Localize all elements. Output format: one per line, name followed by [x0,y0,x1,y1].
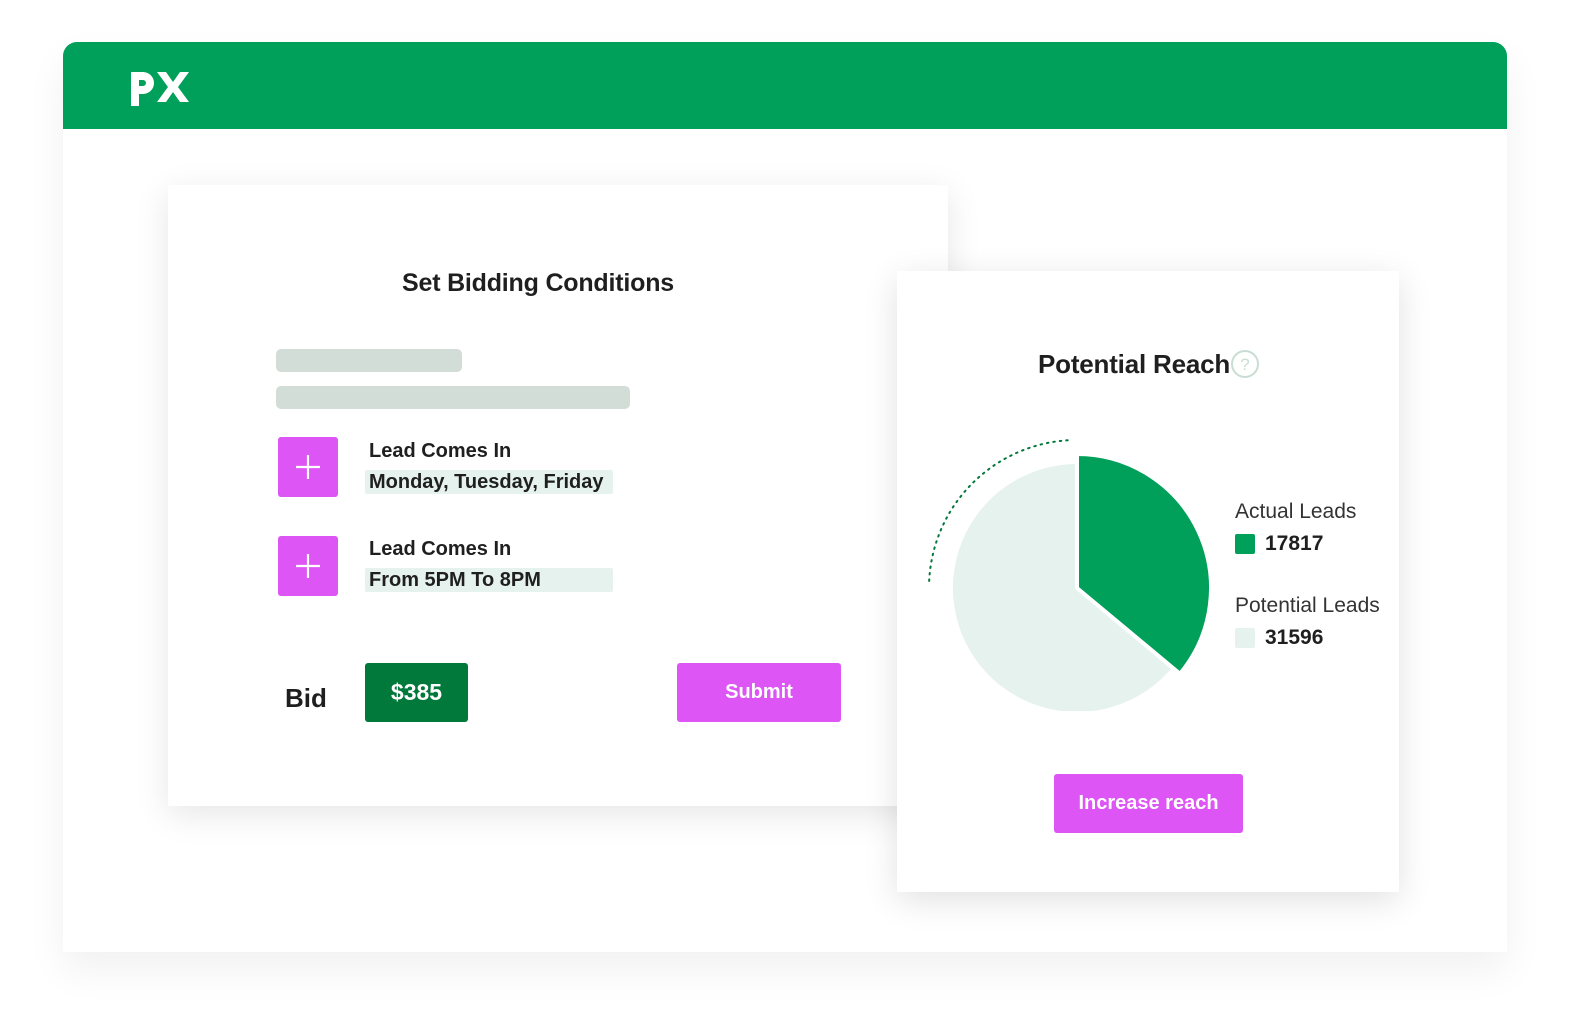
question-circle-icon[interactable]: ? [1230,349,1260,379]
reach-card: Potential Reach ? Actual Leads 17817 Pot… [897,271,1399,892]
legend-swatch-actual [1235,534,1255,554]
condition-value[interactable]: From 5PM To 8PM [365,568,613,592]
add-condition-button[interactable] [278,536,338,596]
pie-slice-potential-leads [953,464,1173,711]
plus-icon [296,455,320,479]
placeholder-bar [276,386,630,409]
top-bar [63,42,1507,129]
condition-title: Lead Comes In [369,538,512,560]
legend-swatch-potential [1235,628,1255,648]
placeholder-bar [276,349,462,372]
px-logo-icon [131,72,189,106]
svg-text:?: ? [1240,355,1249,374]
submit-button[interactable]: Submit [677,663,841,722]
plus-icon [296,554,320,578]
bidding-card: Set Bidding Conditions Lead Comes In Mon… [168,185,948,806]
reach-pie-chart [928,439,1213,711]
legend-value-potential: 31596 [1265,626,1324,649]
bidding-title: Set Bidding Conditions [402,269,674,297]
legend-value-actual: 17817 [1265,532,1324,555]
reach-title: Potential Reach [1038,349,1231,379]
increase-reach-button[interactable]: Increase reach [1054,774,1243,833]
legend-label-actual: Actual Leads [1235,500,1357,523]
condition-value[interactable]: Monday, Tuesday, Friday [365,470,613,494]
condition-title: Lead Comes In [369,440,512,462]
bid-label: Bid [285,683,327,713]
add-condition-button[interactable] [278,437,338,497]
pie-slice-actual-leads [1075,452,1213,676]
reach-progress-arc [928,439,1069,584]
legend-label-potential: Potential Leads [1235,594,1380,617]
bid-amount[interactable]: $385 [365,663,468,722]
